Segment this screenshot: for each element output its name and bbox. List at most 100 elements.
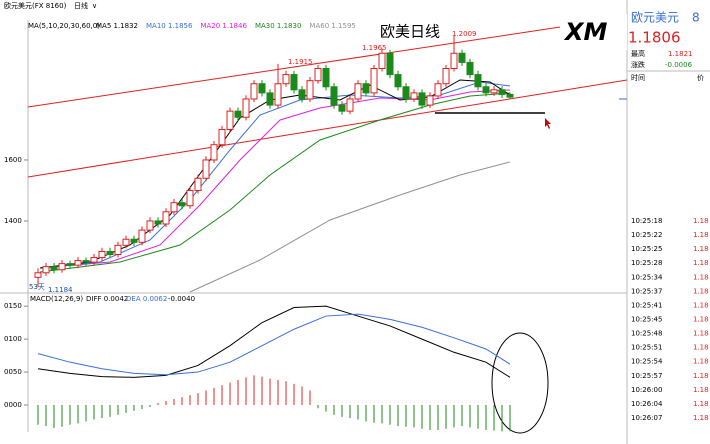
tick-price: 1.18	[693, 273, 709, 281]
candle-body	[146, 220, 154, 231]
candle-body	[186, 189, 194, 207]
time: 10:25:37	[631, 287, 662, 295]
candle-body	[354, 83, 362, 100]
time: 10:26:00	[631, 386, 662, 394]
ma-params: MA(5,10,20,30,60,0)	[28, 22, 100, 30]
y-tick-label: 0100	[4, 335, 22, 343]
candle-body	[266, 92, 274, 106]
ma-legend: MA20 1.1846	[200, 22, 247, 30]
candle-body	[50, 266, 58, 271]
candle-body	[170, 202, 178, 213]
ma-legend: MA60 1.1595	[309, 22, 355, 30]
candle-body	[154, 220, 162, 225]
time: 10:26:07	[631, 414, 662, 422]
candle-body	[58, 263, 66, 271]
candle-body	[90, 257, 98, 263]
candle-body	[426, 95, 434, 106]
candle-body	[442, 67, 450, 85]
candle-body	[178, 202, 186, 207]
candle-body	[434, 83, 442, 97]
days-label: 53天	[29, 283, 45, 291]
tick-price: 1.18	[693, 372, 709, 380]
candle-body	[346, 98, 354, 112]
y-tick-label: 1600	[4, 156, 22, 164]
candle-body	[138, 229, 146, 243]
time: 10:25:51	[631, 344, 662, 352]
y-tick-label: 0000	[4, 401, 22, 409]
ma-legend: MA10 1.1856	[146, 22, 193, 30]
macd-value: -0.0040	[168, 295, 195, 303]
candle-body	[274, 83, 282, 106]
candle-body	[34, 272, 42, 278]
tick-price: 1.18	[693, 358, 709, 366]
ma-legend: MA5 1.1832	[96, 22, 138, 30]
channel-line	[27, 16, 628, 108]
tick-price: 1.18	[693, 287, 709, 295]
tick-price: 1.18	[693, 414, 709, 422]
candle-body	[114, 244, 122, 255]
candle-body	[402, 86, 410, 100]
candle-body	[474, 74, 482, 88]
candle-body	[362, 83, 370, 94]
candle-body	[322, 67, 330, 88]
candle-body	[82, 260, 90, 263]
time: 10:25:25	[631, 245, 662, 253]
time: 10:25:18	[631, 217, 662, 225]
candle-body	[314, 67, 322, 82]
y-tick-label: 0050	[4, 368, 22, 376]
candle-body	[378, 52, 386, 69]
tick-price: 1.18	[693, 315, 709, 323]
low-label: 1.1184	[48, 286, 73, 294]
candle-body	[290, 74, 298, 91]
candle-body	[106, 250, 114, 255]
tick-price: 1.18	[693, 386, 709, 394]
time: 10:25:48	[631, 330, 662, 338]
candle-body	[98, 250, 106, 259]
dea-label: DEA 0.0062	[126, 295, 167, 303]
candle-body	[202, 159, 210, 179]
time: 10:25:34	[631, 273, 663, 281]
high-label: 1.2009	[452, 30, 477, 38]
time: 10:25:22	[631, 231, 662, 239]
candle-body	[394, 74, 402, 88]
time: 10:25:54	[631, 358, 663, 366]
candle-body	[386, 52, 394, 76]
tick-price: 1.18	[693, 301, 709, 309]
candle-body	[418, 92, 426, 106]
change-caption: 涨跌	[631, 60, 645, 69]
candle-body	[450, 52, 458, 69]
ma60-line	[189, 161, 511, 293]
candle-body	[482, 86, 490, 94]
candle-body	[466, 61, 474, 76]
ma30-line	[39, 92, 511, 273]
tick-price: 1.18	[693, 259, 709, 267]
candle-body	[122, 238, 130, 246]
candle-body	[506, 93, 514, 98]
time: 10:25:28	[631, 259, 662, 267]
candle-body	[234, 110, 242, 118]
macd-label: MACD(12,26,9)	[30, 295, 83, 303]
symbol: 欧元美元(FX 8160)	[4, 1, 67, 10]
tick-price: 1.18	[693, 217, 709, 225]
candle-body	[226, 110, 234, 130]
tick-price: 1.18	[693, 400, 709, 408]
y-tick-label: 1400	[4, 217, 22, 225]
tick-price: 1.18	[693, 231, 709, 239]
last-price: 1.1806	[628, 29, 681, 47]
time: 10:25:57	[631, 372, 662, 380]
tick-price: 1.18	[693, 330, 709, 338]
macd-line	[37, 305, 511, 378]
macd-line	[37, 313, 511, 376]
candle-body	[194, 177, 202, 191]
candle-body	[42, 266, 50, 274]
tick-price: 1.18	[693, 344, 709, 352]
high-value: 1.1821	[668, 50, 693, 58]
high-caption: 最高	[631, 49, 645, 58]
panel-title-tail: 8	[692, 11, 700, 25]
time: 10:26:04	[631, 400, 663, 408]
candle-body	[162, 211, 170, 225]
dropdown[interactable]: ∨	[92, 2, 97, 10]
time-header: 时间	[631, 73, 645, 82]
